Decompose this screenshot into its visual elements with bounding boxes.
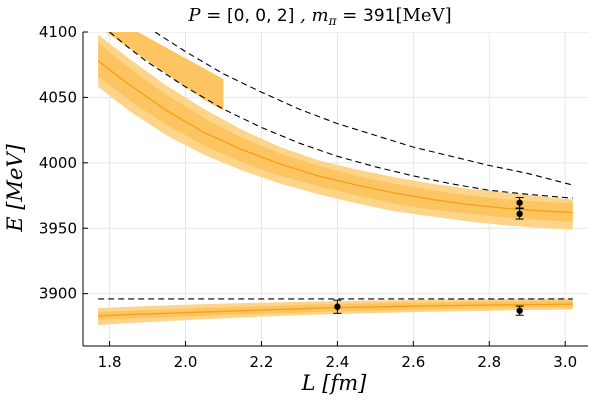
y-tick-label: 4050 <box>39 88 77 106</box>
title-m-sub: π <box>328 14 338 28</box>
title-p-eq: = <box>201 5 228 26</box>
title-m-sep: , m <box>294 5 328 26</box>
title-m-eq: = <box>336 5 363 26</box>
grid <box>83 32 588 346</box>
x-tick-label: 2.4 <box>325 353 349 371</box>
data-point <box>516 307 523 314</box>
title-p-label: P <box>187 5 201 26</box>
x-tick-label: 3.0 <box>553 353 577 371</box>
dashed-curve <box>109 32 573 199</box>
y-tick-label: 3950 <box>39 219 77 237</box>
x-axis-label: L [fm] <box>301 371 367 395</box>
dashed-curve <box>154 32 573 186</box>
title-m-value: 391 <box>363 6 395 26</box>
x-tick-label: 2.8 <box>477 353 501 371</box>
steep-band <box>105 32 224 111</box>
x-tick-label: 2.0 <box>174 353 198 371</box>
upper-center-line <box>97 60 573 214</box>
data-points <box>333 197 524 316</box>
x-tick-label: 1.8 <box>98 353 122 371</box>
data-point <box>516 199 523 206</box>
axes <box>82 31 588 347</box>
dashed-curves <box>98 32 573 300</box>
y-tick-label: 4000 <box>39 154 77 172</box>
data-point <box>516 210 523 218</box>
x-tick-label: 2.2 <box>250 353 274 371</box>
y-tick-label: 4100 <box>39 23 77 41</box>
bands <box>98 32 573 326</box>
title-p-value: [0, 0, 2] <box>227 6 294 26</box>
y-tick-label: 3900 <box>39 285 77 303</box>
title-unit: [MeV] <box>395 5 451 26</box>
chart-title: P = [0, 0, 2] , mπ = 391[MeV] <box>187 5 451 28</box>
data-point <box>334 303 341 310</box>
x-tick-label: 2.6 <box>401 353 425 371</box>
y-axis-label: E [MeV] <box>3 143 27 232</box>
tick-labels: 1.8 2.0 2.2 2.4 2.6 2.8 3.0 3900 3950 4000 4050 410… <box>39 23 577 371</box>
upper-band-inner <box>98 42 573 222</box>
svg-text:P = [0, 0, 2] , mπ = 391[MeV]: P = [0, 0, 2] , mπ = 391[MeV] <box>187 5 451 28</box>
